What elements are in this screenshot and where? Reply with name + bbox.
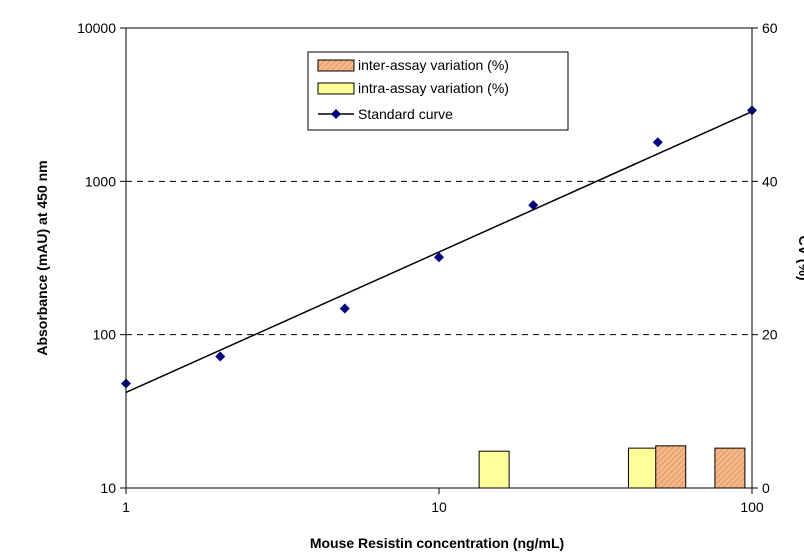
legend: inter-assay variation (%) intra-assay va… — [307, 51, 569, 131]
bars-layer — [478, 445, 746, 489]
x-tick-label: 100 — [740, 499, 764, 515]
legend-swatch-inter — [317, 59, 355, 72]
x-axis-label: Mouse Resistin concentration (ng/mL) — [310, 535, 564, 551]
y-tick-label: 100 — [93, 327, 117, 343]
bar-intra-assay — [627, 447, 659, 489]
y-axis-label: Absorbance (mAU) at 450 nm — [34, 160, 50, 355]
y-tick-label: 10000 — [77, 20, 116, 36]
grid-lines — [126, 180, 752, 336]
bar-inter-assay — [655, 445, 687, 489]
bar-intra-assay — [478, 450, 510, 489]
axes-layer: 10 100 1000 10000 0 20 40 60 1 10 100 — [77, 20, 778, 515]
standard-curve-point — [652, 137, 663, 148]
x-tick-label: 1 — [122, 499, 130, 515]
standard-curve-point — [215, 351, 226, 362]
legend-marker-standard — [331, 109, 341, 119]
y2-tick-label: 0 — [762, 480, 770, 496]
y2-tick-label: 40 — [762, 173, 778, 189]
y2-tick-label: 20 — [762, 327, 778, 343]
x-tick-label: 10 — [431, 499, 447, 515]
legend-label-inter: inter-assay variation (%) — [358, 57, 509, 73]
y-tick-label: 1000 — [85, 173, 116, 189]
standard-curve-point — [339, 303, 350, 314]
y2-axis-label: CV (%) — [796, 235, 804, 280]
bar-inter-assay — [714, 447, 746, 489]
y2-tick-label: 60 — [762, 20, 778, 36]
y-tick-label: 10 — [100, 480, 116, 496]
legend-label-standard: Standard curve — [358, 106, 453, 122]
legend-label-intra: intra-assay variation (%) — [358, 80, 509, 96]
standard-curve-point — [434, 252, 444, 263]
legend-swatch-intra — [317, 82, 355, 95]
standard-curve-fit-line — [125, 110, 753, 394]
standard-curve-point — [528, 200, 539, 211]
